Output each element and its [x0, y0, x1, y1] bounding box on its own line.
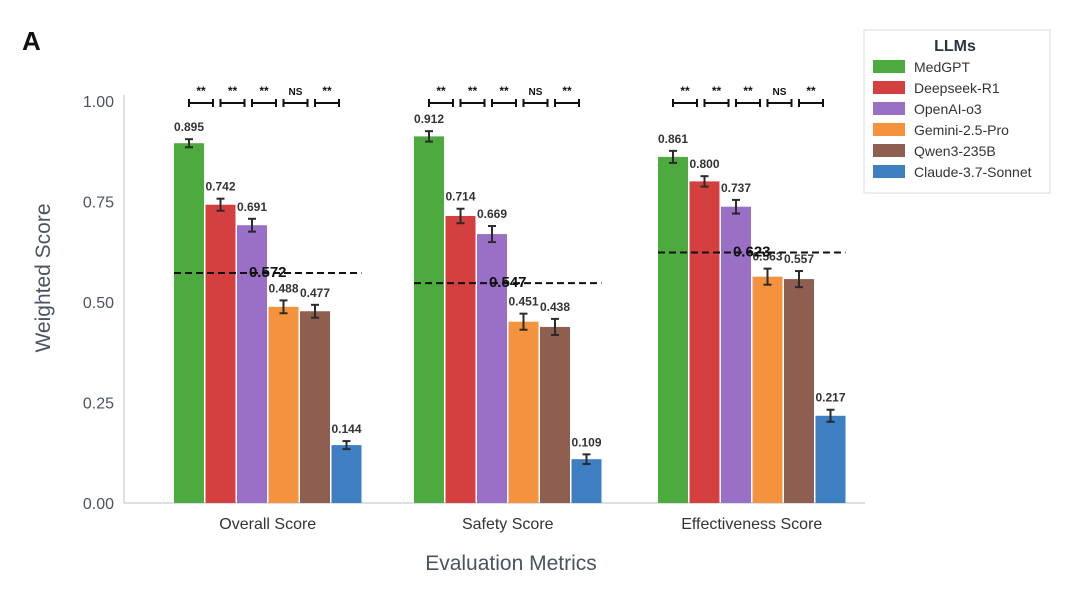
legend-label: Claude-3.7-Sonnet	[914, 164, 1032, 180]
value-label: 0.477	[300, 286, 330, 300]
y-tick-label: 0.00	[83, 496, 114, 513]
bar	[571, 459, 602, 503]
sig-label: **	[436, 84, 446, 98]
bar	[331, 445, 362, 503]
x-axis-title: Evaluation Metrics	[425, 552, 597, 575]
legend-swatch	[873, 102, 905, 115]
mean-label: 0.572	[249, 264, 287, 281]
value-label: 0.109	[571, 435, 601, 449]
legend-swatch	[873, 123, 905, 136]
bars	[174, 136, 846, 504]
value-label: 0.438	[540, 300, 570, 314]
legend: LLMs MedGPT Deepseek-R1 OpenAI-o3 Gemini-2.…	[863, 29, 1051, 194]
bar	[414, 136, 444, 503]
value-label: 0.488	[268, 281, 298, 295]
category-label: Overall Score	[219, 516, 316, 533]
value-label: 0.861	[658, 132, 688, 146]
sig-label: **	[712, 84, 722, 98]
sig-label: **	[228, 84, 238, 98]
bar	[815, 415, 846, 503]
value-label: 0.217	[815, 391, 845, 405]
sig-label: **	[680, 84, 690, 98]
bar	[752, 276, 783, 503]
bar	[658, 156, 688, 504]
bar	[540, 326, 570, 503]
y-tick-label: 1.00	[83, 94, 114, 111]
bar	[300, 311, 330, 503]
value-label: 0.691	[237, 200, 267, 214]
bar	[174, 143, 204, 503]
sig-label: NS	[773, 87, 787, 98]
value-label: 0.669	[477, 207, 507, 221]
bar	[721, 206, 751, 503]
sig-label: **	[322, 84, 332, 98]
value-label: 0.895	[174, 120, 204, 134]
bar	[205, 204, 236, 503]
y-tick-label: 0.50	[83, 295, 114, 312]
legend-label: Qwen3-235B	[914, 143, 996, 159]
bar	[508, 321, 539, 503]
legend-swatch	[873, 60, 905, 73]
y-axis-title: Weighted Score	[32, 203, 55, 352]
category-label: Safety Score	[462, 516, 554, 533]
sig-label: **	[196, 84, 206, 98]
legend-label: Gemini-2.5-Pro	[914, 122, 1009, 138]
sig-label: **	[259, 84, 269, 98]
mean-label: 0.623	[733, 244, 771, 261]
value-label: 0.714	[445, 190, 475, 204]
bar	[784, 279, 814, 503]
value-label: 0.800	[689, 157, 719, 171]
sig-label: **	[743, 84, 753, 98]
value-label: 0.451	[508, 295, 538, 309]
y-ticks: 0.00 0.25 0.50 0.75 1.00	[83, 94, 114, 513]
sig-label: **	[468, 84, 478, 98]
significance-markers: ** ** ** NS ** ** ** ** NS ** ** ** ** NS **	[188, 84, 824, 107]
bar	[445, 215, 476, 504]
sig-label: NS	[529, 87, 543, 98]
sig-label: **	[499, 84, 509, 98]
bar	[477, 234, 507, 503]
bar	[268, 306, 299, 503]
value-label: 0.144	[331, 422, 361, 436]
value-label: 0.557	[784, 252, 814, 266]
sig-label: NS	[289, 87, 303, 98]
panel-label: A	[22, 26, 41, 56]
y-tick-label: 0.75	[83, 195, 114, 212]
error-bars	[185, 130, 835, 466]
y-tick-label: 0.25	[83, 396, 114, 413]
legend-swatch	[873, 144, 905, 157]
value-label: 0.742	[205, 180, 235, 194]
sig-label: **	[562, 84, 572, 98]
legend-label: OpenAI-o3	[914, 101, 982, 117]
legend-swatch	[873, 165, 905, 178]
mean-label: 0.547	[489, 274, 527, 291]
mean-lines: 0.572 0.547 0.623	[174, 244, 846, 291]
legend-title: LLMs	[934, 38, 976, 55]
category-label: Effectiveness Score	[681, 516, 822, 533]
legend-label: MedGPT	[914, 59, 970, 75]
value-label: 0.737	[721, 181, 751, 195]
value-label: 0.912	[414, 112, 444, 126]
legend-label: Deepseek-R1	[914, 80, 1000, 96]
bar	[237, 225, 267, 503]
sig-label: **	[806, 84, 816, 98]
legend-swatch	[873, 81, 905, 94]
bar	[689, 181, 720, 503]
category-labels: Overall Score Safety Score Effectiveness S…	[219, 516, 822, 533]
